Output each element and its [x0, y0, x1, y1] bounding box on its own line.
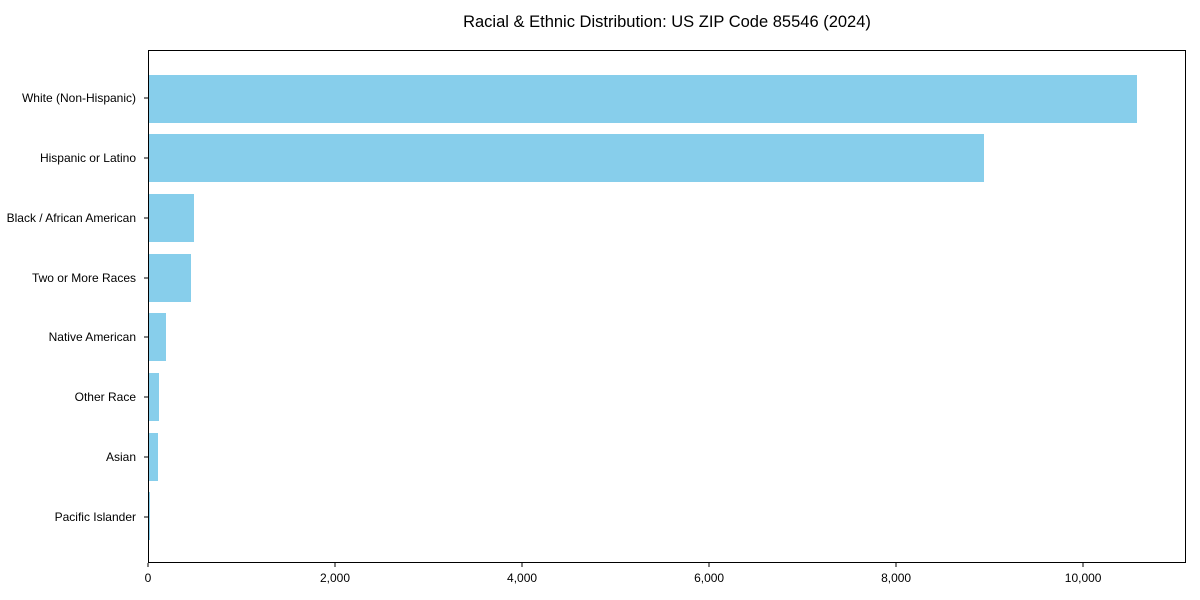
- bar: [149, 492, 150, 541]
- x-tick-label: 6,000: [694, 571, 725, 585]
- bar: [149, 313, 167, 362]
- x-tick-mark: [1082, 563, 1084, 567]
- bar-row: [149, 308, 1185, 368]
- bar-row: [149, 486, 1185, 546]
- y-tick-mark: [144, 516, 148, 518]
- bar: [149, 74, 1137, 123]
- y-axis-labels: White (Non-Hispanic) Hispanic or Latino Bl…: [0, 50, 148, 563]
- x-axis: 0 2,000 4,000 6,000 8,000 10,000: [144, 562, 1186, 600]
- bar-row: [149, 188, 1185, 248]
- y-tick-label: White (Non-Hispanic): [21, 90, 136, 105]
- x-tick-label: 10,000: [1064, 571, 1102, 585]
- x-tick-label: 4,000: [507, 571, 538, 585]
- bar: [149, 432, 158, 481]
- y-tick-label: Native American: [48, 330, 136, 345]
- y-tick-mark: [144, 97, 148, 99]
- y-tick-label: Hispanic or Latino: [39, 150, 136, 165]
- x-tick-label: 0: [144, 571, 152, 585]
- x-tick-mark: [708, 563, 710, 567]
- y-tick-label: Two or More Races: [31, 270, 136, 285]
- bar-rows: [149, 69, 1185, 546]
- x-tick-mark: [521, 563, 523, 567]
- y-tick-mark: [144, 157, 148, 159]
- bar: [149, 194, 194, 243]
- y-tick-mark: [144, 456, 148, 458]
- x-tick-label: 8,000: [881, 571, 912, 585]
- x-tick-mark: [895, 563, 897, 567]
- bar-row: [149, 69, 1185, 129]
- y-tick-label: Other Race: [74, 390, 136, 405]
- y-tick-mark: [144, 277, 148, 279]
- chart-title: Racial & Ethnic Distribution: US ZIP Cod…: [463, 13, 871, 31]
- bar: [149, 372, 160, 421]
- bar-row: [149, 367, 1185, 427]
- y-tick-mark: [144, 336, 148, 338]
- y-tick-mark: [144, 396, 148, 398]
- bar-row: [149, 427, 1185, 487]
- bar: [149, 134, 985, 183]
- x-tick-mark: [334, 563, 336, 567]
- x-tick-label: 2,000: [320, 571, 351, 585]
- x-tick-mark: [147, 563, 149, 567]
- bar-row: [149, 248, 1185, 308]
- bar: [149, 253, 192, 302]
- y-tick-label: Pacific Islander: [54, 510, 136, 525]
- y-tick-label: Black / African American: [6, 210, 136, 225]
- y-tick-mark: [144, 217, 148, 219]
- y-tick-label: Asian: [105, 450, 136, 465]
- plot-area: [148, 50, 1186, 563]
- bar-row: [149, 129, 1185, 189]
